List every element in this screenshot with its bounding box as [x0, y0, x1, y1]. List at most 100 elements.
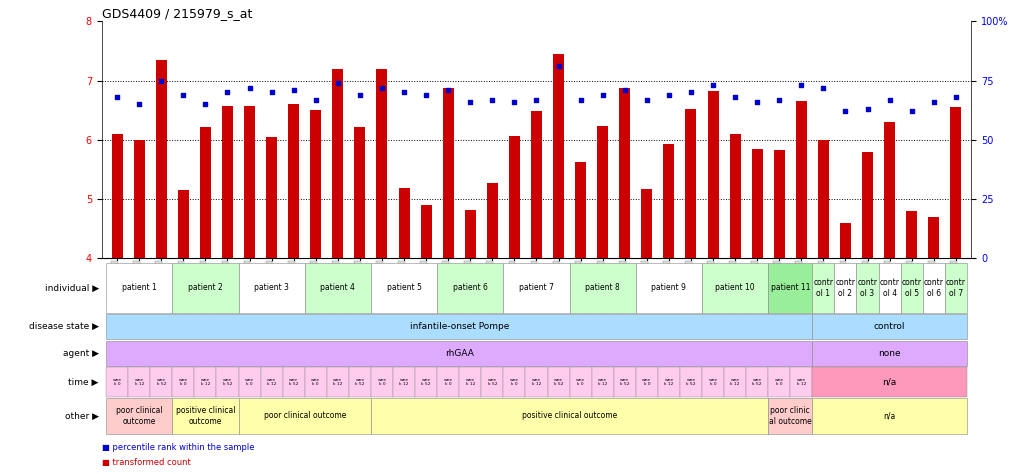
- Point: [882, 96, 898, 103]
- Bar: [112, 134, 123, 258]
- Text: n/a: n/a: [884, 411, 896, 420]
- Bar: [442, 88, 454, 258]
- Text: wee
k 12: wee k 12: [266, 378, 277, 386]
- Text: wee
k 0: wee k 0: [443, 378, 453, 386]
- Text: patient 4: patient 4: [320, 283, 355, 292]
- Text: GDS4409 / 215979_s_at: GDS4409 / 215979_s_at: [102, 7, 252, 20]
- Text: poor clinical
outcome: poor clinical outcome: [116, 406, 163, 426]
- Text: positive clinical
outcome: positive clinical outcome: [176, 406, 235, 426]
- Bar: [508, 136, 520, 258]
- Point: [352, 91, 368, 99]
- Text: wee
k 0: wee k 0: [709, 378, 718, 386]
- Point: [682, 89, 699, 96]
- Bar: [906, 211, 917, 258]
- Point: [816, 84, 832, 91]
- Point: [793, 82, 810, 89]
- Point: [727, 93, 743, 101]
- Point: [595, 91, 611, 99]
- Bar: [884, 122, 895, 258]
- Text: wee
k 0: wee k 0: [113, 378, 122, 386]
- Bar: [354, 127, 365, 258]
- Point: [396, 89, 412, 96]
- Text: patient 2: patient 2: [188, 283, 223, 292]
- Text: poor clinic
al outcome: poor clinic al outcome: [769, 406, 812, 426]
- Point: [837, 108, 853, 115]
- Point: [925, 98, 942, 106]
- Bar: [133, 140, 144, 258]
- Text: rhGAA: rhGAA: [444, 349, 474, 358]
- Text: poor clinical outcome: poor clinical outcome: [263, 411, 346, 420]
- Text: contr
ol 1: contr ol 1: [814, 278, 833, 298]
- Point: [263, 89, 280, 96]
- Bar: [310, 110, 321, 258]
- Text: wee
k 52: wee k 52: [686, 378, 696, 386]
- Text: contr
ol 5: contr ol 5: [902, 278, 921, 298]
- Text: wee
k 12: wee k 12: [532, 378, 541, 386]
- Bar: [266, 137, 278, 258]
- Bar: [752, 149, 763, 258]
- Text: contr
ol 7: contr ol 7: [946, 278, 966, 298]
- Text: contr
ol 6: contr ol 6: [923, 278, 944, 298]
- Point: [220, 89, 236, 96]
- Text: wee
k 12: wee k 12: [200, 378, 211, 386]
- Point: [859, 105, 876, 113]
- Text: control: control: [874, 322, 905, 331]
- Bar: [288, 104, 299, 258]
- Bar: [708, 91, 719, 258]
- Bar: [729, 134, 740, 258]
- Text: patient 5: patient 5: [386, 283, 421, 292]
- Point: [374, 84, 391, 91]
- Point: [286, 86, 302, 94]
- Point: [241, 84, 257, 91]
- Point: [948, 93, 964, 101]
- Point: [550, 63, 566, 70]
- Point: [506, 98, 523, 106]
- Text: individual ▶: individual ▶: [45, 283, 99, 292]
- Bar: [663, 144, 674, 258]
- Point: [440, 86, 457, 94]
- Point: [903, 108, 919, 115]
- Point: [330, 79, 346, 87]
- Bar: [840, 223, 851, 258]
- Bar: [487, 183, 498, 258]
- Text: contr
ol 3: contr ol 3: [857, 278, 878, 298]
- Bar: [774, 151, 785, 258]
- Text: patient 7: patient 7: [519, 283, 554, 292]
- Text: wee
k 12: wee k 12: [664, 378, 673, 386]
- Point: [418, 91, 434, 99]
- Point: [131, 100, 147, 108]
- Text: wee
k 52: wee k 52: [753, 378, 762, 386]
- Text: wee
k 12: wee k 12: [466, 378, 475, 386]
- Bar: [376, 69, 387, 258]
- Text: wee
k 12: wee k 12: [400, 378, 409, 386]
- Point: [750, 98, 766, 106]
- Text: wee
k 52: wee k 52: [157, 378, 166, 386]
- Bar: [244, 106, 255, 258]
- Bar: [333, 69, 344, 258]
- Text: wee
k 52: wee k 52: [620, 378, 630, 386]
- Text: patient 9: patient 9: [652, 283, 686, 292]
- Bar: [795, 101, 806, 258]
- Text: contr
ol 2: contr ol 2: [835, 278, 855, 298]
- Text: time ▶: time ▶: [68, 378, 99, 386]
- Text: patient 11: patient 11: [771, 283, 810, 292]
- Text: wee
k 12: wee k 12: [334, 378, 343, 386]
- Bar: [156, 60, 167, 258]
- Bar: [642, 189, 652, 258]
- Text: wee
k 0: wee k 0: [576, 378, 585, 386]
- Bar: [465, 210, 476, 258]
- Text: wee
k 0: wee k 0: [775, 378, 784, 386]
- Point: [616, 86, 633, 94]
- Text: patient 6: patient 6: [453, 283, 488, 292]
- Point: [528, 96, 544, 103]
- Point: [175, 91, 191, 99]
- Text: wee
k 12: wee k 12: [134, 378, 144, 386]
- Bar: [531, 111, 542, 258]
- Bar: [178, 190, 189, 258]
- Text: wee
k 12: wee k 12: [598, 378, 607, 386]
- Point: [484, 96, 500, 103]
- Text: wee
k 52: wee k 52: [487, 378, 497, 386]
- Bar: [929, 217, 940, 258]
- Text: agent ▶: agent ▶: [63, 349, 99, 358]
- Text: wee
k 52: wee k 52: [554, 378, 563, 386]
